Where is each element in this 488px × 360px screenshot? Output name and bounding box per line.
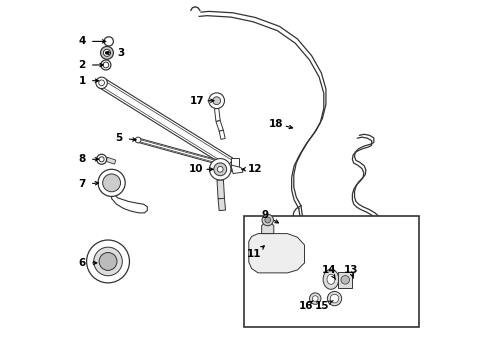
Circle shape — [213, 163, 226, 176]
Polygon shape — [99, 78, 233, 167]
Bar — [230, 158, 238, 171]
Bar — [244, 216, 418, 327]
Polygon shape — [137, 138, 228, 167]
Circle shape — [101, 46, 113, 59]
Polygon shape — [217, 180, 224, 199]
Circle shape — [105, 51, 108, 54]
Circle shape — [86, 240, 129, 283]
Polygon shape — [137, 139, 228, 166]
Circle shape — [264, 217, 270, 223]
Circle shape — [326, 292, 341, 306]
Text: 18: 18 — [268, 118, 283, 129]
Circle shape — [212, 97, 220, 105]
Polygon shape — [214, 108, 220, 121]
Circle shape — [99, 80, 104, 86]
Polygon shape — [230, 165, 243, 174]
Text: 2: 2 — [78, 60, 85, 70]
Circle shape — [262, 214, 273, 226]
Circle shape — [96, 77, 107, 89]
Circle shape — [103, 62, 108, 68]
Circle shape — [312, 296, 317, 301]
Text: 15: 15 — [314, 301, 329, 311]
Bar — [337, 272, 352, 288]
Circle shape — [309, 293, 320, 304]
Circle shape — [97, 154, 106, 164]
Polygon shape — [111, 192, 147, 213]
Polygon shape — [216, 120, 223, 131]
Text: 7: 7 — [78, 179, 85, 189]
Text: 10: 10 — [189, 164, 203, 174]
Circle shape — [98, 169, 125, 197]
Polygon shape — [91, 255, 121, 283]
Circle shape — [209, 158, 230, 180]
Text: 4: 4 — [78, 36, 85, 46]
Circle shape — [104, 37, 113, 46]
Circle shape — [217, 166, 223, 172]
Circle shape — [103, 49, 110, 57]
Text: 1: 1 — [78, 76, 85, 86]
Circle shape — [135, 137, 141, 143]
Text: 14: 14 — [322, 265, 336, 275]
Polygon shape — [100, 80, 231, 166]
Polygon shape — [218, 198, 225, 211]
Circle shape — [208, 93, 224, 109]
Polygon shape — [261, 222, 273, 234]
Text: 5: 5 — [115, 133, 122, 143]
Circle shape — [329, 294, 338, 303]
Text: 17: 17 — [190, 96, 204, 106]
Circle shape — [94, 247, 122, 276]
Circle shape — [102, 174, 121, 192]
Text: 11: 11 — [247, 249, 261, 259]
Polygon shape — [219, 130, 224, 139]
Text: 8: 8 — [78, 154, 85, 164]
Circle shape — [340, 275, 349, 284]
Ellipse shape — [326, 274, 334, 284]
Text: 16: 16 — [298, 301, 312, 311]
Text: 9: 9 — [261, 210, 268, 220]
Text: 6: 6 — [78, 258, 85, 268]
Circle shape — [101, 60, 111, 70]
Circle shape — [99, 157, 104, 162]
Text: 12: 12 — [247, 164, 262, 174]
Polygon shape — [106, 157, 116, 164]
Polygon shape — [248, 234, 304, 273]
Text: 3: 3 — [118, 48, 124, 58]
Ellipse shape — [323, 269, 338, 289]
Text: 13: 13 — [343, 265, 358, 275]
Circle shape — [99, 252, 117, 270]
